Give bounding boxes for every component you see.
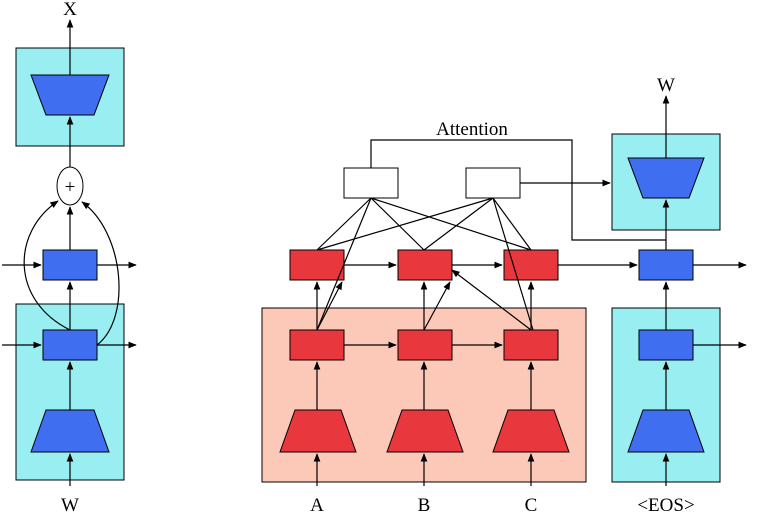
- decoder-output-label: W: [657, 75, 675, 96]
- attention-label: Attention: [436, 119, 508, 140]
- input-a-label: A: [310, 495, 324, 516]
- encoder-lower-cell-a: [289, 329, 345, 361]
- left-residual-model: + X W: [2, 0, 137, 516]
- encoder-embedding-c: [492, 409, 570, 453]
- encoder-upper-cell-a: [289, 249, 345, 281]
- input-embedding-trapezoid: [30, 409, 110, 453]
- encoder-decoder-attention-model: Attention W A B C <EOS>: [261, 75, 747, 516]
- decoder-lower-cell: [638, 329, 694, 361]
- left-output-label: X: [63, 0, 77, 20]
- output-projection-trapezoid: [30, 74, 110, 116]
- encoder-embedding-a: [279, 409, 357, 453]
- encoder-upper-cell-c: [503, 249, 559, 281]
- lower-recurrent-cell: [42, 329, 98, 361]
- plus-label: +: [65, 177, 76, 198]
- encoder-embedding-b: [386, 409, 464, 453]
- eos-label: <EOS>: [637, 495, 694, 516]
- upper-recurrent-cell: [42, 249, 98, 281]
- decoder-output-projection: [627, 157, 705, 199]
- attention-box-left: [343, 167, 399, 199]
- left-input-label: W: [61, 495, 79, 516]
- decoder-upper-cell: [638, 249, 694, 281]
- input-b-label: B: [418, 495, 431, 516]
- attention-box-right: [465, 167, 521, 199]
- encoder-upper-cell-b: [397, 249, 453, 281]
- encoder-lower-cell-b: [397, 329, 453, 361]
- encoder-lower-cell-c: [503, 329, 559, 361]
- input-c-label: C: [525, 495, 538, 516]
- decoder-embedding: [627, 409, 705, 453]
